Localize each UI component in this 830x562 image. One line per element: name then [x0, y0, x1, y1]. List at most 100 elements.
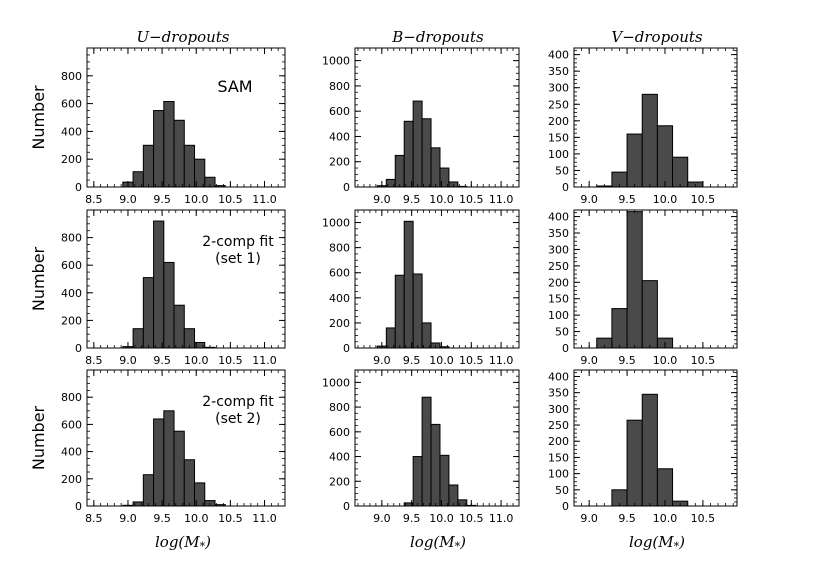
bar	[439, 454, 450, 507]
y-tick-label: 350	[548, 387, 569, 400]
panel-r0-c2: 9.0 9.5 10.0 10.5 0 50 100 150 200 250 300 350 400	[548, 47, 738, 206]
y-tick-label: 400	[329, 130, 350, 143]
y-tick-label: 400	[548, 49, 569, 62]
x-tick-label: 9.5	[618, 512, 636, 525]
x-tick-label: 10.5	[218, 193, 243, 206]
x-tick-label: 9.5	[153, 512, 171, 525]
panel-r2-c2: 9.0 9.5 10.0 10.5 0 50 100 150 200 250 300 350 400 lo…	[548, 369, 738, 553]
y-tick-label: 400	[61, 125, 82, 138]
y-tick-label: 0	[343, 342, 350, 355]
x-axis-label: log(M*)	[155, 533, 211, 553]
bar	[412, 273, 423, 349]
y-tick-label: 400	[329, 451, 350, 464]
bar	[641, 280, 658, 349]
bar	[163, 101, 175, 188]
y-tick-label: 350	[548, 65, 569, 78]
x-tick-label: 10.5	[459, 512, 484, 525]
panel-annotation-line: 2-comp fit	[202, 234, 274, 250]
y-tick-label: 200	[548, 435, 569, 448]
bar	[412, 456, 423, 507]
y-tick-label: 250	[548, 98, 569, 111]
x-tick-label: 9.0	[580, 512, 598, 525]
x-tick-label: 11.0	[489, 193, 514, 206]
x-tick-label: 10.0	[184, 354, 209, 367]
y-tick-label: 300	[548, 243, 569, 256]
panel-annotation-line: 2-comp fit	[202, 394, 274, 410]
bar	[672, 156, 689, 188]
y-tick-label: 50	[555, 164, 569, 177]
panel-r1-c0: 8.5 9.0 9.5 10.0 10.5 11.0 0 200 400 600 800 2-comp…	[29, 209, 286, 367]
bar	[142, 474, 155, 507]
y-tick-label: 600	[61, 259, 82, 272]
y-tick-label: 200	[548, 276, 569, 289]
y-tick-label: 600	[329, 267, 350, 280]
y-tick-label: 600	[329, 105, 350, 118]
x-axis-label-close: )	[459, 533, 466, 551]
y-axis-label: Number	[29, 405, 48, 470]
y-tick-label: 400	[61, 446, 82, 459]
bar	[641, 393, 658, 507]
bar	[421, 118, 432, 188]
x-tick-label: 9.0	[373, 193, 391, 206]
x-axis-label-close: )	[678, 533, 685, 551]
bar	[153, 220, 165, 349]
bar	[412, 100, 423, 188]
x-axis-label-main: log(M	[629, 533, 674, 551]
y-axis-label: Number	[29, 246, 48, 311]
y-tick-label: 600	[329, 426, 350, 439]
x-tick-label: 10.0	[184, 193, 209, 206]
x-tick-label: 9.0	[119, 193, 137, 206]
column-title-0: U−dropouts	[136, 28, 229, 46]
y-tick-label: 800	[61, 391, 82, 404]
y-tick-label: 150	[548, 451, 569, 464]
panel-r1-c1: 9.0 9.5 10.0 10.5 11.0 0 200 400 600 800 1000	[322, 209, 520, 367]
axes-frame	[573, 369, 738, 507]
panel-annotation: SAM	[217, 77, 252, 96]
y-tick-label: 600	[61, 98, 82, 111]
y-tick-label: 1000	[322, 55, 350, 68]
x-tick-label: 10.5	[218, 354, 243, 367]
bar	[173, 304, 185, 349]
y-tick-label: 100	[548, 468, 569, 481]
bar	[421, 322, 432, 349]
bar	[394, 154, 405, 188]
bar	[173, 430, 185, 507]
bar	[626, 419, 643, 507]
panel-annotation-line: (set 2)	[215, 411, 261, 427]
x-tick-label: 11.0	[252, 354, 277, 367]
titles-layer: U−dropouts B−dropouts V−dropouts	[136, 28, 702, 46]
y-tick-label: 0	[75, 500, 82, 513]
bar	[142, 277, 155, 349]
bar	[430, 147, 441, 188]
y-tick-label: 300	[548, 403, 569, 416]
x-tick-label: 10.5	[691, 354, 716, 367]
y-tick-label: 0	[562, 181, 569, 194]
y-tick-label: 400	[548, 211, 569, 224]
y-tick-label: 200	[548, 115, 569, 128]
x-tick-label: 9.0	[580, 354, 598, 367]
bar	[183, 459, 196, 507]
panel-r2-c1: 9.0 9.5 10.0 10.5 11.0 0 200 400 600 800 1000 log(M…	[322, 369, 520, 553]
axes-frame	[573, 47, 738, 188]
y-tick-label: 800	[61, 232, 82, 245]
y-tick-label: 200	[329, 317, 350, 330]
y-tick-label: 0	[562, 500, 569, 513]
bar	[394, 274, 405, 349]
y-tick-label: 0	[562, 342, 569, 355]
x-tick-label: 9.5	[153, 354, 171, 367]
bar	[153, 110, 165, 188]
axes-frame	[354, 209, 520, 349]
x-tick-label: 9.0	[373, 354, 391, 367]
bar	[448, 484, 459, 507]
bar	[142, 144, 155, 188]
x-tick-label: 8.5	[85, 193, 103, 206]
y-tick-label: 100	[548, 309, 569, 322]
bar	[430, 423, 441, 507]
y-tick-label: 200	[61, 473, 82, 486]
y-tick-label: 200	[61, 314, 82, 327]
y-tick-label: 150	[548, 293, 569, 306]
x-tick-label: 10.5	[459, 354, 484, 367]
x-axis-label-sub: *	[455, 540, 461, 553]
axes-frame	[86, 209, 286, 349]
